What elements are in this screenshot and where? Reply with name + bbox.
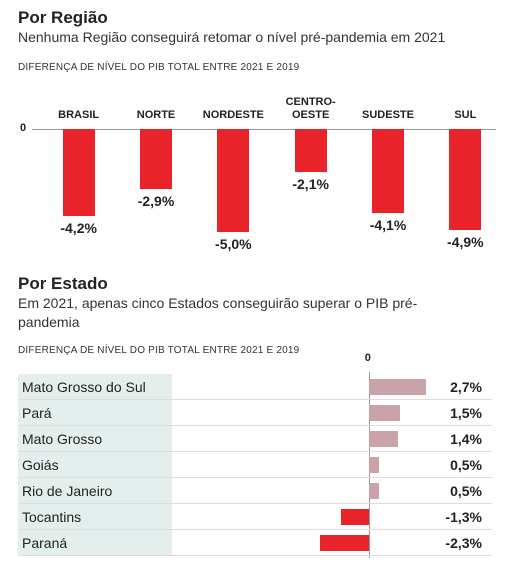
bar — [449, 129, 482, 230]
row-label: Mato Grosso — [18, 426, 172, 451]
value-label: -2,3% — [445, 535, 482, 551]
x-tick-label: SUL — [454, 109, 477, 121]
row-label: Pará — [18, 400, 172, 425]
bar — [341, 509, 369, 525]
axis-label: DIFERENÇA DE NÍVEL DO PIB TOTAL ENTRE 20… — [18, 345, 300, 356]
x-tick-label: NORTE — [136, 109, 176, 121]
title: Por Região — [18, 8, 108, 27]
bar — [368, 405, 401, 421]
value-label: -2,1% — [292, 176, 329, 193]
row-label: Mato Grosso do Sul — [18, 374, 172, 399]
row-line — [18, 555, 492, 556]
row-label: Paraná — [18, 530, 172, 555]
row-line — [18, 425, 492, 426]
value-label: 0,5% — [450, 483, 482, 499]
row-label: Goiás — [18, 452, 172, 477]
value-label: 1,5% — [450, 405, 482, 421]
x-tick-label: BRASIL — [58, 109, 100, 121]
value-label: 2,7% — [450, 379, 482, 395]
x-tick-label: 0 — [364, 352, 371, 364]
value-label: -2,9% — [137, 192, 175, 209]
axis-label: DIFERENÇA DE NÍVEL DO PIB TOTAL ENTRE 20… — [18, 62, 300, 73]
subtitle: Em 2021, apenas cinco Estados conseguirã… — [18, 295, 418, 330]
bar — [372, 129, 404, 214]
x-tick-label: NORDESTE — [202, 109, 264, 121]
value-label: -4,2% — [60, 219, 97, 236]
row-label: Rio de Janeiro — [18, 478, 172, 503]
bar — [368, 457, 380, 473]
value-label: -4,9% — [447, 233, 484, 250]
row-line — [18, 399, 492, 400]
value-label: 0,5% — [450, 457, 482, 473]
subtitle: Nenhuma Região conseguirá retomar o níve… — [18, 29, 446, 45]
bar — [140, 129, 172, 189]
row-line — [18, 503, 492, 504]
bar — [62, 129, 95, 216]
bar — [294, 129, 327, 173]
bar — [368, 431, 399, 447]
row-line — [18, 451, 492, 452]
x-tick-label: SUDESTE — [362, 109, 414, 121]
zero-line — [32, 129, 496, 130]
value-label: -4,1% — [369, 217, 407, 234]
value-label: -5,0% — [215, 236, 252, 252]
bar — [320, 535, 369, 551]
title: Por Estado — [18, 274, 108, 293]
value-label: 1,4% — [450, 431, 482, 447]
bar — [217, 129, 250, 232]
bar — [368, 379, 426, 395]
y-tick-label: 0 — [20, 122, 27, 134]
bar — [368, 483, 380, 499]
row-line — [18, 529, 492, 530]
x-tick-label: CENTRO-OESTE — [285, 96, 336, 121]
row-label: Tocantins — [18, 504, 172, 529]
value-label: -1,3% — [445, 509, 482, 525]
row-line — [18, 477, 492, 478]
